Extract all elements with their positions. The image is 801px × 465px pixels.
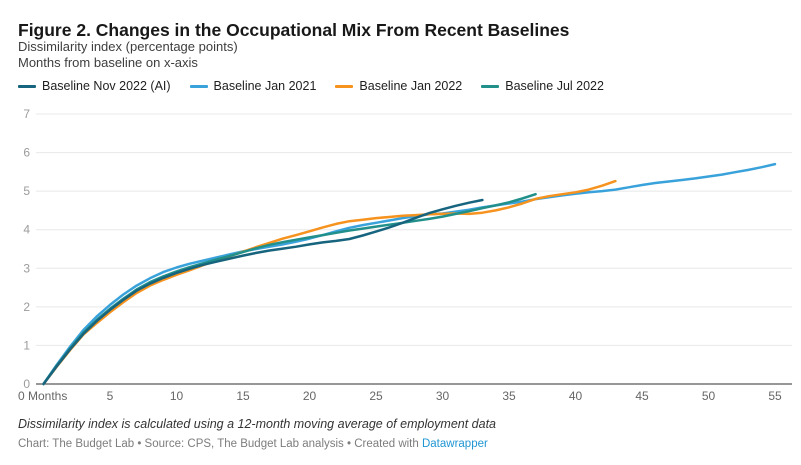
credit-text: Chart: The Budget Lab • Source: CPS, The… xyxy=(18,438,422,450)
legend-swatch-icon xyxy=(335,84,354,88)
series-line-baseline-jan-2022 xyxy=(42,179,617,386)
x-tick-label-40: 40 xyxy=(569,389,583,403)
footer-credit: Chart: The Budget Lab • Source: CPS, The… xyxy=(18,438,788,450)
y-tick-label-5: 5 xyxy=(23,184,30,198)
y-tick-label-1: 1 xyxy=(23,338,30,352)
datawrapper-link[interactable]: Datawrapper xyxy=(421,438,488,450)
y-tick-label-6: 6 xyxy=(23,146,30,160)
legend-item-2: Baseline Jan 2022 xyxy=(335,79,462,93)
x-tick-label-15: 15 xyxy=(236,389,250,403)
legend-item-0: Baseline Nov 2022 (AI) xyxy=(18,79,171,93)
legend-item-3: Baseline Jul 2022 xyxy=(481,79,604,93)
y-tick-label-7: 7 xyxy=(23,107,30,121)
x-tick-label-10: 10 xyxy=(170,389,184,403)
y-tick-label-0: 0 xyxy=(23,377,30,391)
y-tick-label-2: 2 xyxy=(23,300,30,314)
y-tick-label-4: 4 xyxy=(23,223,30,237)
chart-subtitle: Dissimilarity index (percentage points) … xyxy=(18,39,718,71)
x-tick-label-0: 0 Months xyxy=(18,389,67,403)
y-tick-label-3: 3 xyxy=(23,261,30,275)
legend-label: Baseline Jan 2022 xyxy=(359,79,463,93)
legend-swatch-icon xyxy=(481,84,500,88)
series-line-baseline-jan-2021 xyxy=(42,162,777,386)
x-tick-label-25: 25 xyxy=(369,389,383,403)
legend-swatch-icon xyxy=(189,84,208,88)
series-line-baseline-nov-2022-ai xyxy=(42,198,484,386)
x-tick-label-35: 35 xyxy=(502,389,516,403)
x-tick-label-50: 50 xyxy=(702,389,716,403)
x-tick-label-30: 30 xyxy=(436,389,450,403)
legend: Baseline Nov 2022 (AI) Baseline Jan 2021 B… xyxy=(18,79,788,93)
legend-label: Baseline Jan 2021 xyxy=(213,79,317,93)
footer-note: Dissimilarity index is calculated using … xyxy=(18,417,497,431)
legend-label: Baseline Nov 2022 (AI) xyxy=(42,79,171,93)
x-tick-label-20: 20 xyxy=(303,389,317,403)
x-tick-label-45: 45 xyxy=(635,389,649,403)
page-title: Figure 2. Changes in the Occupational Mi… xyxy=(18,19,570,40)
legend-item-1: Baseline Jan 2021 xyxy=(189,79,317,93)
legend-label: Baseline Jul 2022 xyxy=(505,79,604,93)
subtitle-line-2: Months from baseline on x-axis xyxy=(18,55,198,70)
x-tick-label-55: 55 xyxy=(768,389,782,403)
x-tick-label-5: 5 xyxy=(107,389,114,403)
series-line-baseline-jul-2022 xyxy=(42,192,537,386)
legend-swatch-icon xyxy=(18,84,36,88)
subtitle-line-1: Dissimilarity index (percentage points) xyxy=(18,39,238,54)
